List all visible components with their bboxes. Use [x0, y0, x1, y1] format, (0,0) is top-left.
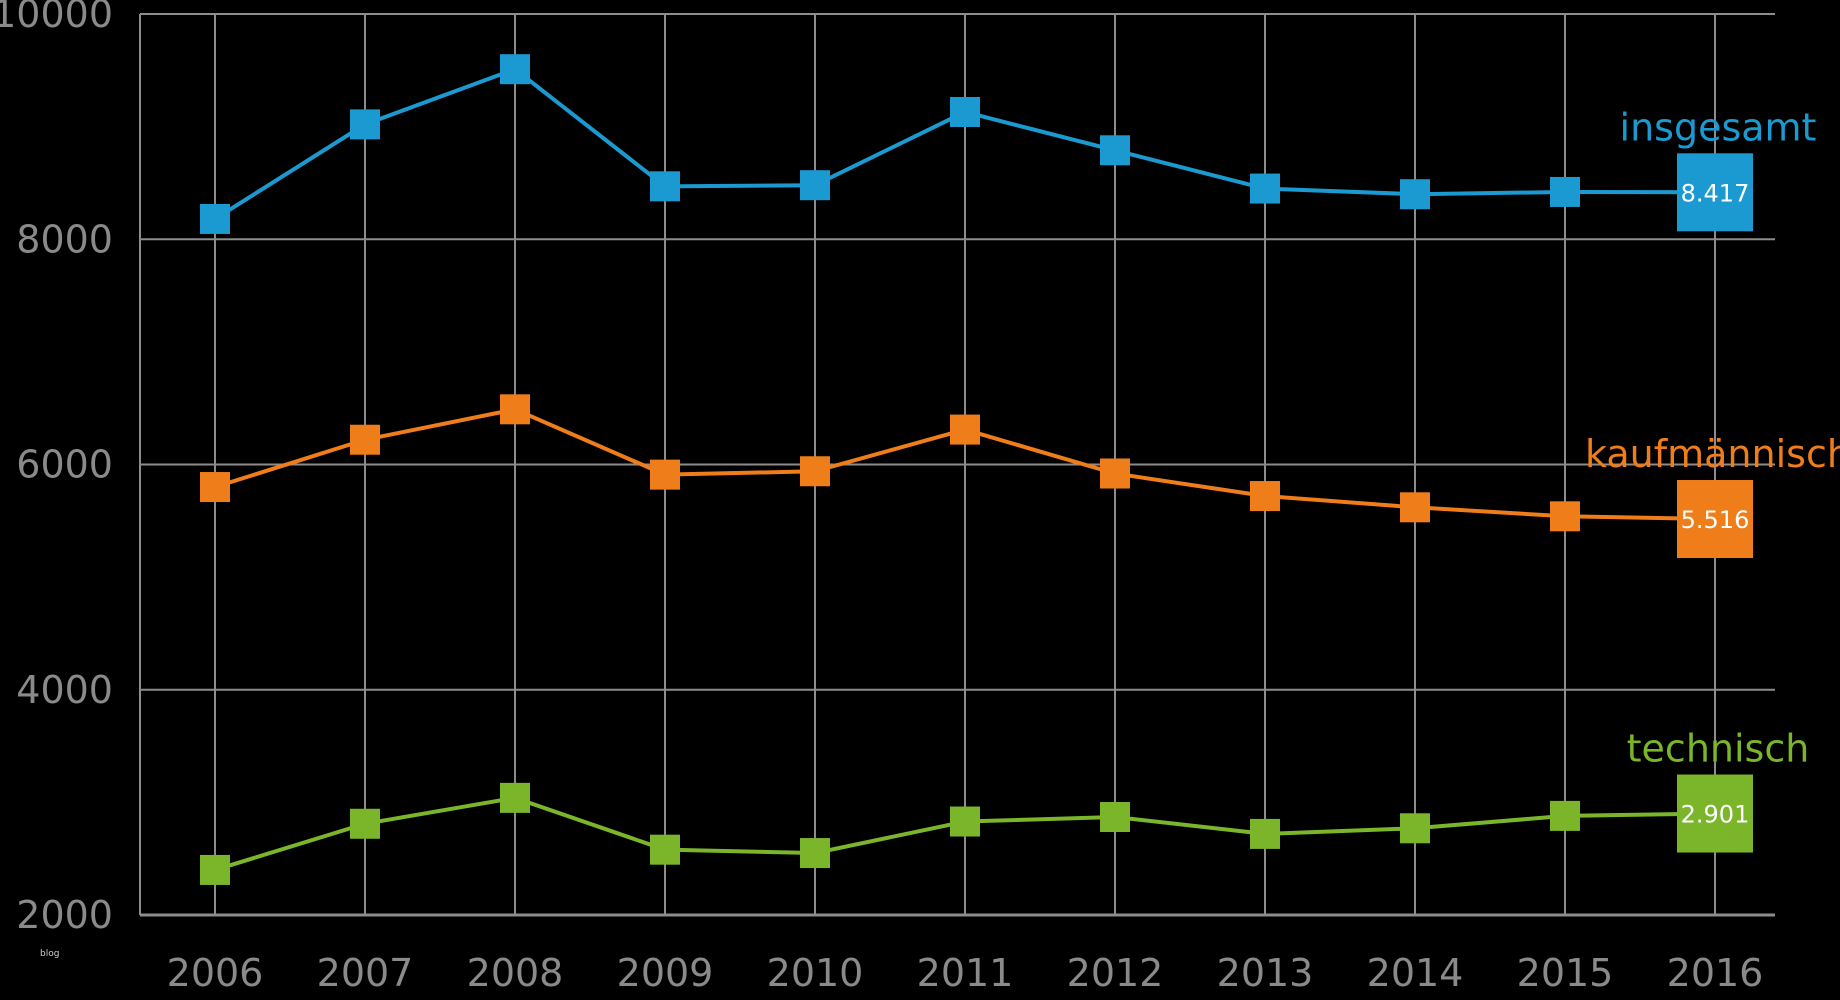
y-tick-label-8000: 8000	[16, 217, 113, 261]
data-point-insgesamt-2015	[1550, 176, 1580, 207]
x-tick-label-2010: 2010	[767, 951, 864, 995]
data-point-insgesamt-2014	[1400, 179, 1430, 210]
data-point-insgesamt-2013	[1250, 173, 1280, 204]
data-point-technisch-2010	[800, 838, 830, 869]
x-tick-label-2013: 2013	[1217, 951, 1314, 995]
data-point-technisch-2007	[350, 808, 380, 839]
end-value-box-kaufm-nnisch	[1677, 480, 1753, 559]
data-point-kaufm-nnisch-2014	[1400, 492, 1430, 523]
y-tick-label-4000: 4000	[16, 668, 113, 712]
data-point-insgesamt-2011	[950, 96, 980, 127]
data-point-kaufm-nnisch-2007	[350, 424, 380, 455]
x-tick-label-2007: 2007	[317, 951, 414, 995]
data-point-insgesamt-2006	[200, 203, 230, 234]
series-name-technisch: technisch	[1627, 727, 1810, 771]
series-name-kaufm-nnisch: kaufmännisch	[1585, 432, 1840, 476]
data-point-kaufm-nnisch-2012	[1100, 458, 1130, 489]
data-point-technisch-2008	[500, 782, 530, 813]
axes	[139, 14, 1775, 917]
grid-lines	[140, 13, 1775, 915]
data-point-technisch-2014	[1400, 813, 1430, 844]
x-tick-label-2016: 2016	[1667, 951, 1764, 995]
series-technisch: 2.901 technisch	[200, 727, 1809, 885]
y-tick-label-2000: 2000	[16, 893, 113, 937]
data-point-insgesamt-2012	[1100, 135, 1130, 166]
data-point-insgesamt-2008	[500, 54, 530, 85]
data-point-kaufm-nnisch-2013	[1250, 481, 1280, 512]
data-point-kaufm-nnisch-2010	[800, 456, 830, 487]
y-tick-labels: 2000 4000 6000 8000 10000	[0, 0, 113, 937]
data-point-kaufm-nnisch-2011	[950, 414, 980, 445]
end-value-label-insgesamt: 8.417	[1681, 179, 1750, 207]
x-tick-label-2009: 2009	[617, 951, 714, 995]
y-tick-label-6000: 6000	[16, 443, 113, 487]
end-value-box-insgesamt	[1677, 153, 1753, 232]
watermark-text: blog	[40, 949, 59, 959]
data-point-technisch-2011	[950, 806, 980, 837]
y-tick-label-10000: 10000	[0, 0, 113, 36]
data-point-technisch-2006	[200, 854, 230, 885]
x-tick-label-2008: 2008	[467, 951, 564, 995]
x-tick-labels: 2006 2007 2008 2009 2010 2011 2012 2013 2014 2015…	[167, 951, 1764, 995]
data-point-kaufm-nnisch-2015	[1550, 501, 1580, 532]
x-tick-label-2015: 2015	[1517, 951, 1614, 995]
x-tick-label-2006: 2006	[167, 951, 264, 995]
end-value-label-technisch: 2.901	[1681, 801, 1750, 829]
series-kaufm-nnisch: 5.516 kaufmännisch	[200, 394, 1840, 559]
x-tick-label-2014: 2014	[1367, 951, 1464, 995]
data-point-kaufm-nnisch-2008	[500, 394, 530, 425]
x-tick-label-2011: 2011	[917, 951, 1014, 995]
series-insgesamt: 8.417 insgesamt	[200, 54, 1816, 234]
end-value-box-technisch	[1677, 774, 1753, 853]
data-point-insgesamt-2009	[650, 171, 680, 202]
data-point-technisch-2013	[1250, 818, 1280, 849]
end-value-label-kaufm-nnisch: 5.516	[1681, 506, 1750, 534]
data-point-insgesamt-2010	[800, 170, 830, 201]
data-point-kaufm-nnisch-2006	[200, 472, 230, 503]
data-point-kaufm-nnisch-2009	[650, 459, 680, 490]
x-tick-label-2012: 2012	[1067, 951, 1164, 995]
data-point-technisch-2009	[650, 834, 680, 865]
data-point-technisch-2015	[1550, 800, 1580, 831]
series-layer: 8.417 insgesamt 5.516 kaufmännisch 2.901 tech…	[200, 54, 1840, 885]
data-point-technisch-2012	[1100, 802, 1130, 833]
series-name-insgesamt: insgesamt	[1620, 105, 1817, 149]
data-point-insgesamt-2007	[350, 109, 380, 140]
